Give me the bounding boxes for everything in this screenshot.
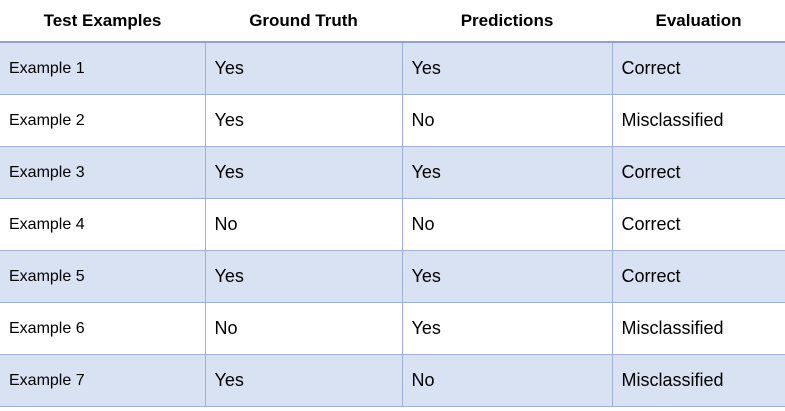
table-row: Example 4 No No Correct <box>0 198 785 251</box>
cell-ground-truth: Yes <box>204 250 402 303</box>
cell-test-example: Example 2 <box>0 94 205 147</box>
cell-ground-truth: Yes <box>204 41 402 95</box>
header-row: Test Examples Ground Truth Predictions E… <box>0 0 785 43</box>
cell-prediction: Yes <box>401 250 612 303</box>
cell-ground-truth: No <box>204 198 402 251</box>
cell-prediction: Yes <box>401 146 612 199</box>
header-evaluation: Evaluation <box>612 0 785 43</box>
cell-test-example: Example 4 <box>0 198 205 251</box>
table-header: Test Examples Ground Truth Predictions E… <box>0 0 785 43</box>
cell-test-example: Example 7 <box>0 354 205 407</box>
cell-evaluation: Correct <box>611 146 785 199</box>
cell-test-example: Example 1 <box>0 41 205 95</box>
cell-prediction: No <box>401 94 612 147</box>
cell-ground-truth: No <box>204 302 402 355</box>
table-row: Example 2 Yes No Misclassified <box>0 94 785 147</box>
cell-evaluation: Misclassified <box>611 94 785 147</box>
table-row: Example 7 Yes No Misclassified <box>0 354 785 407</box>
table-row: Example 6 No Yes Misclassified <box>0 302 785 355</box>
table-row: Example 1 Yes Yes Correct <box>0 41 785 95</box>
cell-prediction: Yes <box>401 302 612 355</box>
cell-prediction: No <box>401 198 612 251</box>
cell-prediction: Yes <box>401 41 612 95</box>
table-row: Example 3 Yes Yes Correct <box>0 146 785 199</box>
table-body: Example 1 Yes Yes Correct Example 2 Yes … <box>0 41 785 407</box>
cell-prediction: No <box>401 354 612 407</box>
cell-ground-truth: Yes <box>204 354 402 407</box>
header-ground-truth: Ground Truth <box>205 0 402 43</box>
cell-test-example: Example 6 <box>0 302 205 355</box>
cell-evaluation: Misclassified <box>611 354 785 407</box>
cell-evaluation: Correct <box>611 198 785 251</box>
cell-evaluation: Misclassified <box>611 302 785 355</box>
cell-ground-truth: Yes <box>204 146 402 199</box>
table-row: Example 5 Yes Yes Correct <box>0 250 785 303</box>
cell-evaluation: Correct <box>611 41 785 95</box>
cell-evaluation: Correct <box>611 250 785 303</box>
cell-ground-truth: Yes <box>204 94 402 147</box>
cell-test-example: Example 3 <box>0 146 205 199</box>
header-predictions: Predictions <box>402 0 612 43</box>
cell-test-example: Example 5 <box>0 250 205 303</box>
header-test-examples: Test Examples <box>0 0 205 43</box>
